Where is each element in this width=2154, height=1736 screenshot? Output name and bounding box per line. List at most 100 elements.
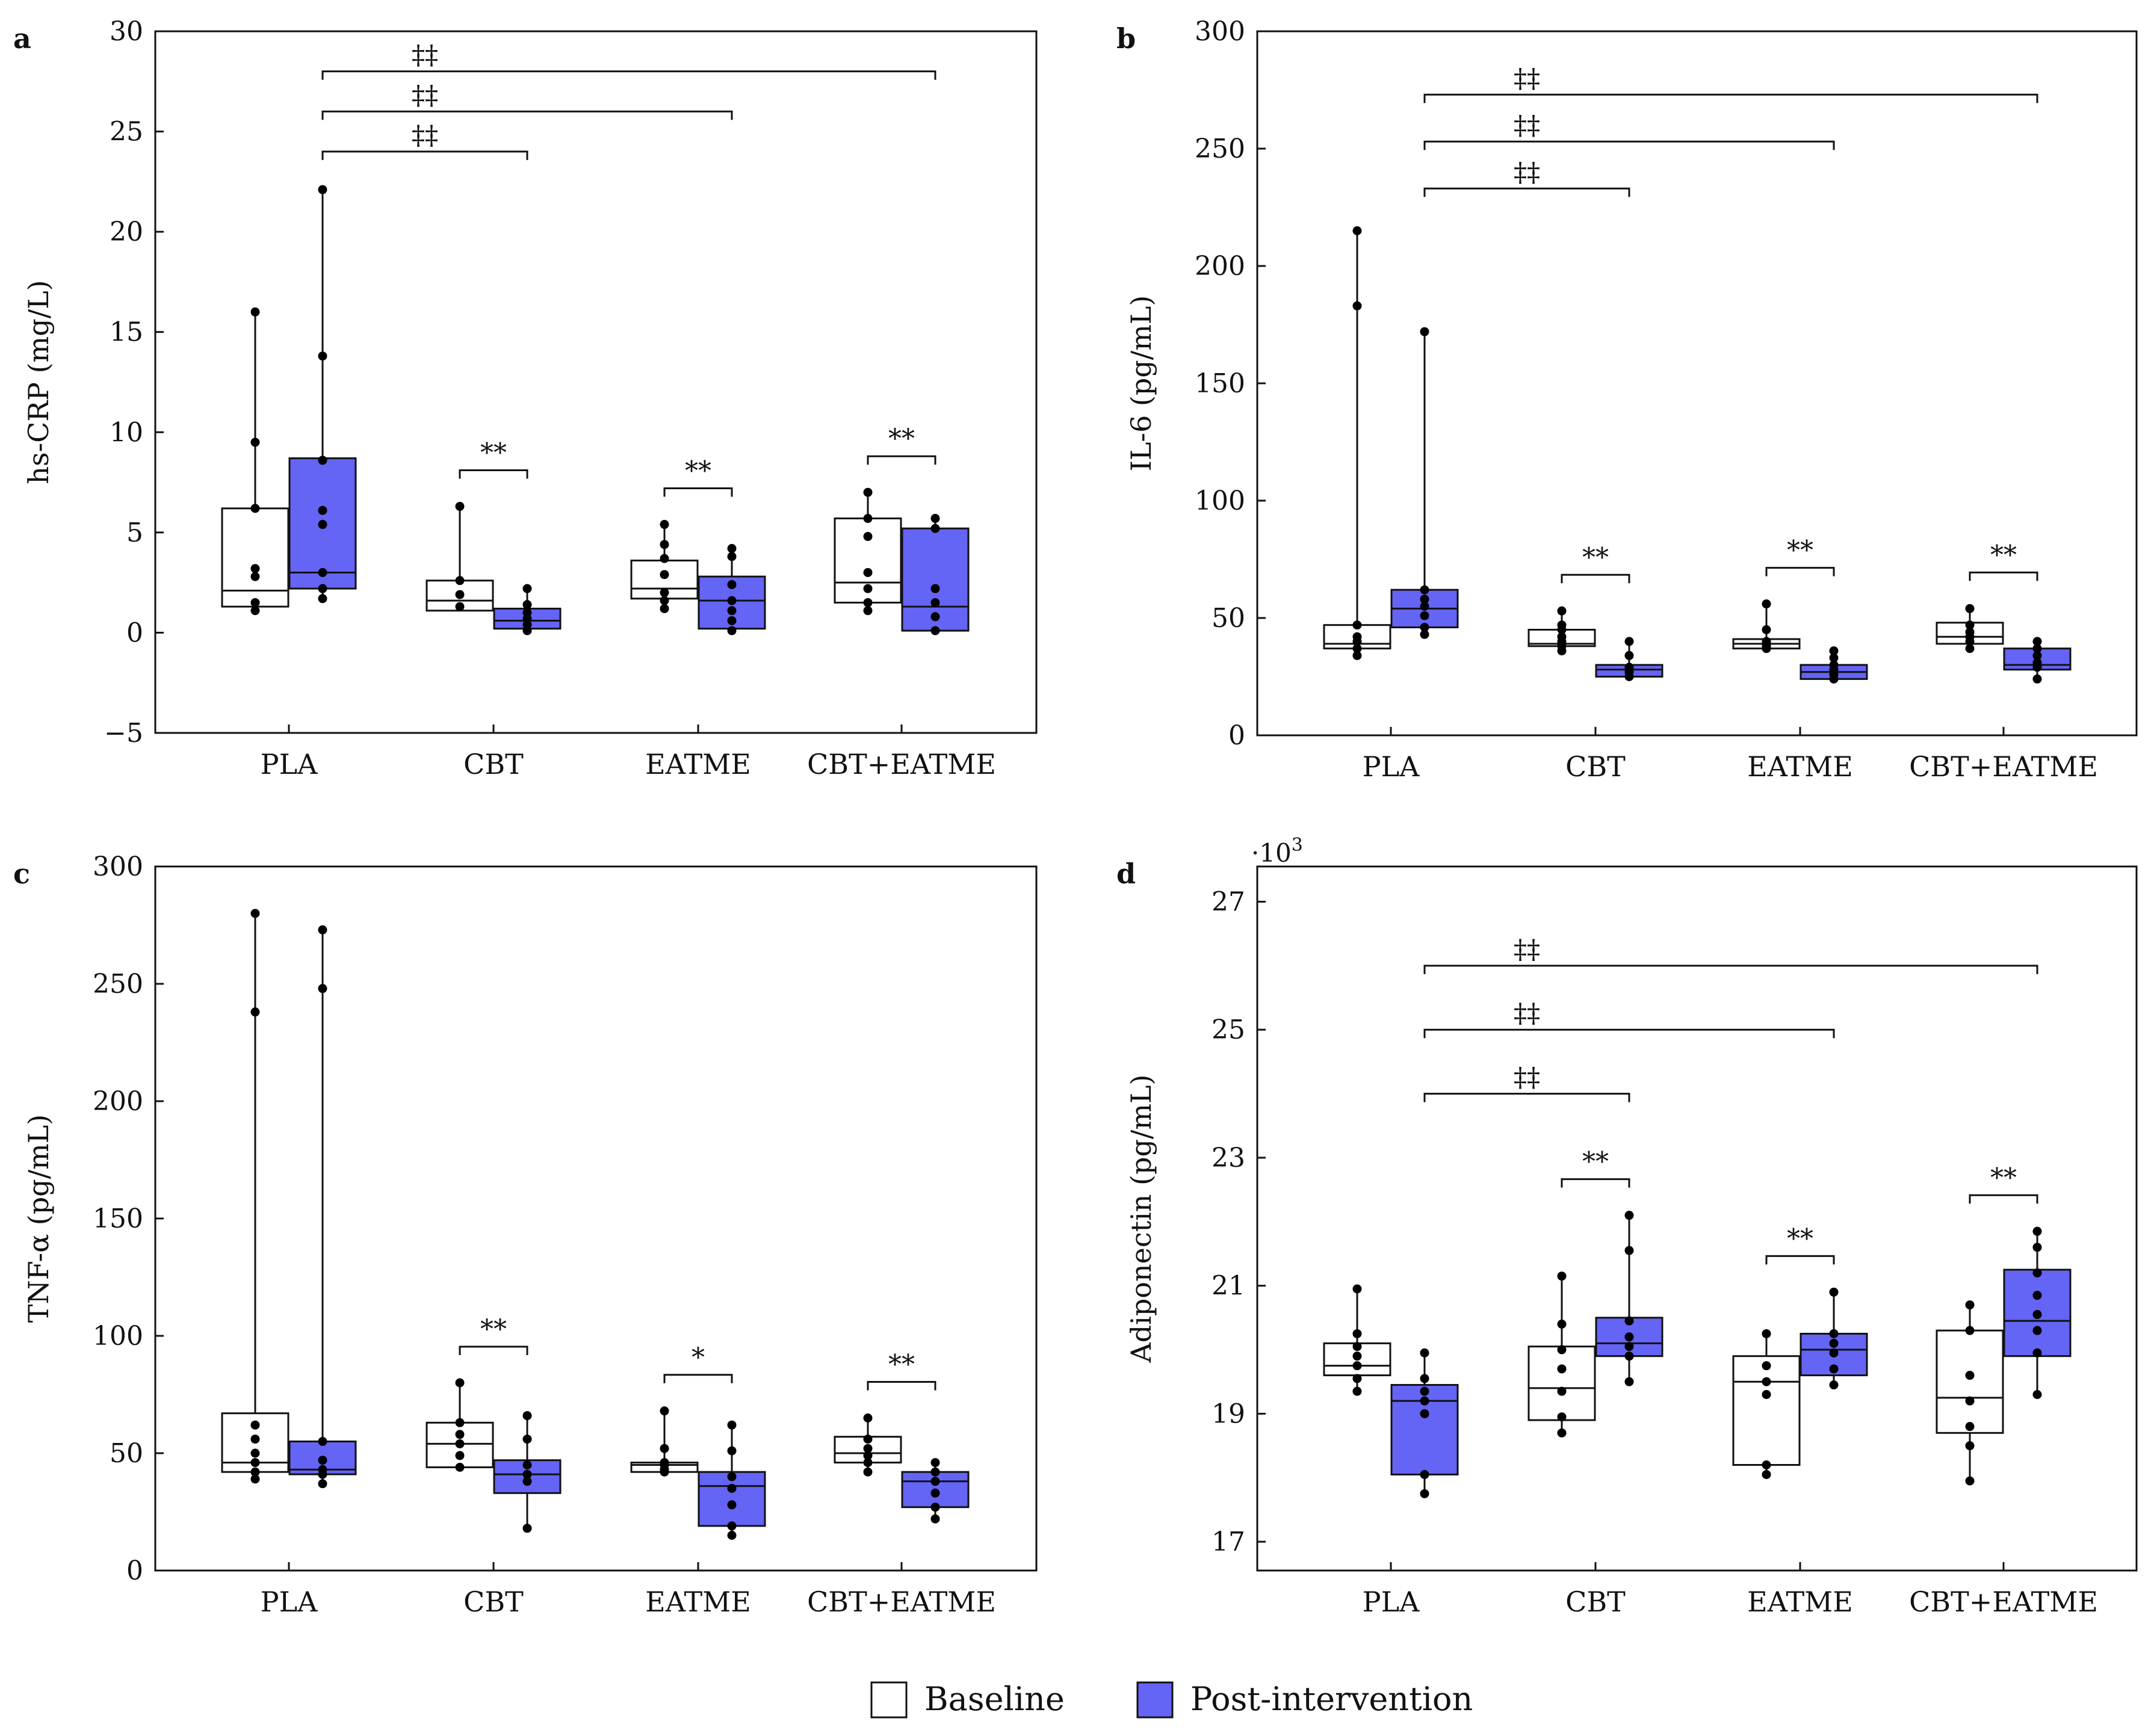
data-point	[1557, 1320, 1567, 1329]
data-point	[1965, 620, 1975, 630]
data-point	[1352, 1342, 1362, 1351]
panel-b: b 0 50 100 150 200 250 300 IL-6 (pg/mL) PLA CBT EAT…	[1116, 16, 2138, 783]
data-point	[1352, 301, 1362, 310]
data-point	[2032, 1243, 2042, 1252]
data-point	[2032, 1390, 2042, 1399]
x-tick-label: CBT	[463, 1586, 524, 1618]
data-point	[1965, 627, 1975, 637]
data-point	[2032, 674, 2042, 684]
data-point	[522, 584, 532, 593]
x-tick-label: EATME	[645, 748, 751, 780]
box-iqr	[1732, 1355, 1801, 1466]
data-point	[727, 552, 737, 561]
data-point	[455, 590, 465, 599]
data-point	[1557, 1386, 1567, 1396]
data-point	[1420, 611, 1429, 620]
y-axis-label: TNF-α (pg/mL)	[22, 1114, 55, 1323]
y-tick-label: 19	[1212, 1398, 1245, 1429]
data-point	[1420, 602, 1429, 611]
comparison-bracket	[1423, 1093, 1630, 1102]
data-point	[2032, 1348, 2042, 1358]
panel-letter: b	[1116, 22, 1136, 55]
data-point	[318, 505, 327, 515]
legend-baseline-swatch	[870, 1681, 908, 1719]
baseline-box-pla	[221, 307, 289, 616]
data-point	[660, 570, 669, 579]
post-box-pla	[288, 185, 357, 604]
data-point	[1965, 644, 1975, 653]
y-tick-label: 200	[1195, 251, 1245, 282]
data-point	[863, 1458, 873, 1468]
data-point	[660, 554, 669, 563]
post-box-cbt	[1595, 637, 1663, 681]
data-point	[1762, 1361, 1771, 1371]
data-point	[1965, 1441, 1975, 1451]
data-point	[318, 584, 327, 593]
data-point	[318, 456, 327, 465]
post-box-cbt-eatme	[901, 514, 970, 635]
significance-label: **	[480, 1314, 507, 1345]
significance-bracket	[459, 1345, 528, 1355]
data-point	[250, 1007, 260, 1017]
post-box-eatme	[698, 1420, 766, 1540]
data-point	[1420, 1489, 1429, 1498]
comparison-bracket	[321, 110, 733, 120]
data-point	[1420, 1348, 1429, 1358]
data-point	[930, 514, 940, 524]
data-point	[250, 1458, 260, 1468]
y-tick-label: 200	[93, 1086, 143, 1117]
significance-label: **	[1990, 540, 2017, 570]
post-box-cbt-eatme	[2003, 637, 2072, 684]
data-point	[1352, 1374, 1362, 1383]
data-point	[1420, 623, 1429, 632]
data-point	[727, 1446, 737, 1456]
baseline-box-cbt	[426, 1378, 494, 1472]
data-point	[1829, 1287, 1839, 1297]
data-point	[1624, 1316, 1634, 1326]
data-point	[2032, 637, 2042, 646]
x-tick-label: EATME	[1747, 1586, 1853, 1618]
baseline-box-eatme	[630, 520, 699, 613]
baseline-box-eatme	[1732, 1329, 1801, 1479]
comparison-bracket	[1423, 965, 2038, 974]
x-tick-label: PLA	[261, 748, 318, 780]
data-point	[318, 925, 327, 934]
x-tick-label: PLA	[1363, 750, 1420, 783]
y-tick-label: 17	[1212, 1527, 1245, 1557]
data-point	[250, 437, 260, 447]
baseline-box-cbt-eatme	[834, 487, 902, 616]
data-point	[1420, 629, 1429, 639]
significance-bracket	[1765, 1255, 1835, 1265]
data-point	[522, 1477, 532, 1486]
data-point	[930, 1477, 940, 1486]
comparison-bracket	[1423, 187, 1630, 197]
data-point	[1829, 1380, 1839, 1390]
data-point	[1829, 1348, 1839, 1358]
data-point	[660, 520, 669, 530]
data-point	[727, 1500, 737, 1510]
plot-frame	[1256, 865, 2138, 1572]
data-point	[727, 1521, 737, 1531]
data-point	[1420, 585, 1429, 595]
y-tick-label: 0	[126, 1555, 143, 1586]
significance-bracket	[867, 455, 936, 465]
data-point	[2032, 1268, 2042, 1277]
y-axis-label: hs-CRP (mg/L)	[22, 280, 55, 484]
data-point	[660, 1444, 669, 1453]
post-box-eatme	[1800, 1287, 1868, 1390]
baseline-box-cbt	[1527, 1271, 1596, 1438]
data-point	[727, 1420, 737, 1430]
data-point	[522, 1524, 532, 1533]
data-point	[1352, 1329, 1362, 1338]
significance-label: **	[1787, 1223, 1813, 1254]
data-point	[250, 564, 260, 573]
data-point	[522, 1469, 532, 1479]
data-point	[318, 185, 327, 194]
plot-frame	[154, 30, 1038, 734]
y-tick-label: 30	[110, 16, 143, 47]
data-point	[318, 520, 327, 530]
data-point	[1557, 1428, 1567, 1438]
data-point	[1557, 1271, 1567, 1281]
data-point	[522, 600, 532, 610]
